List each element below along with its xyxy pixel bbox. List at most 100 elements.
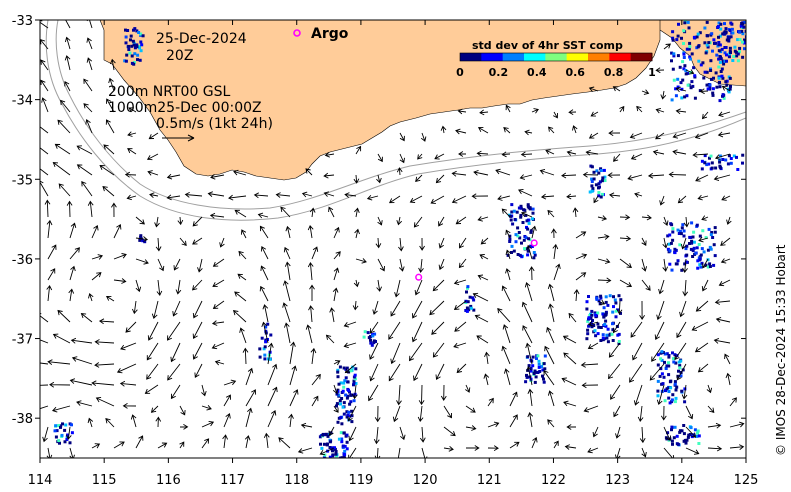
current-arrow	[240, 229, 247, 239]
sst-pixel	[673, 251, 677, 255]
sst-pixel	[130, 44, 134, 48]
sst-pixel	[328, 455, 332, 458]
current-arrow	[368, 384, 379, 402]
current-arrow	[351, 384, 358, 400]
current-arrow	[509, 391, 518, 407]
colorbar-segment	[460, 53, 482, 61]
sst-pixel	[352, 379, 356, 383]
sst-pixel	[727, 154, 731, 158]
sst-pixel	[684, 247, 688, 251]
sst-pixel	[342, 431, 346, 435]
sst-pixel	[510, 251, 513, 254]
sst-pixel	[599, 339, 603, 342]
sst-pixel	[683, 400, 687, 404]
sst-pixel	[139, 49, 143, 53]
sst-pixel	[668, 262, 672, 266]
sst-pixel	[698, 31, 702, 35]
sst-pixel	[133, 52, 137, 56]
sst-pixel	[530, 217, 534, 221]
sst-pixel	[714, 71, 718, 75]
sst-pixel	[704, 236, 708, 240]
sst-pixel	[513, 218, 517, 221]
sst-pixel	[262, 347, 266, 351]
current-arrow	[333, 267, 340, 281]
current-arrow	[366, 194, 379, 201]
current-arrow	[103, 144, 115, 155]
current-arrow	[568, 109, 577, 115]
current-arrow	[551, 228, 557, 239]
sst-pixel	[349, 369, 353, 373]
sst-pixel	[677, 232, 681, 235]
current-arrow	[501, 285, 511, 302]
sst-pixel	[721, 93, 725, 97]
current-arrow	[192, 279, 203, 291]
current-arrow	[612, 86, 621, 92]
sst-pixel	[603, 179, 607, 182]
current-arrow	[575, 272, 587, 281]
sst-pixel	[324, 432, 328, 436]
current-arrow	[211, 342, 225, 350]
current-arrow	[46, 284, 53, 302]
sst-pixel	[709, 59, 713, 63]
sst-pixel	[719, 27, 723, 31]
sst-pixel	[705, 83, 709, 87]
current-arrow	[612, 321, 621, 334]
sst-pixel	[667, 355, 671, 359]
current-arrow	[323, 191, 335, 197]
current-arrow	[46, 219, 53, 239]
sst-pixel	[599, 167, 603, 171]
sst-pixel	[592, 324, 596, 327]
sst-pixel	[266, 322, 270, 326]
sst-pixel	[678, 366, 682, 370]
current-arrow	[175, 279, 182, 295]
sst-pixel	[699, 265, 703, 269]
current-arrow	[42, 426, 49, 443]
current-arrow	[505, 229, 511, 239]
sst-pixel	[676, 77, 680, 81]
sst-pixel	[601, 336, 605, 340]
sst-pixel	[690, 241, 694, 245]
current-arrow	[108, 77, 115, 92]
current-arrow	[476, 335, 489, 344]
current-arrow	[443, 445, 454, 452]
current-arrow	[656, 384, 665, 405]
current-arrow	[374, 405, 381, 423]
sst-pixel	[334, 450, 338, 453]
sst-pixel	[681, 223, 685, 227]
current-arrow	[724, 353, 731, 365]
current-arrow	[726, 216, 732, 225]
x-axis: 114 115 116 117 118 119 120 121 122 123 124 125	[28, 20, 758, 488]
sst-pixel	[617, 340, 621, 343]
current-arrow	[47, 359, 71, 365]
current-arrow	[707, 445, 723, 452]
current-arrow	[333, 251, 341, 260]
sst-pixel	[698, 234, 702, 238]
sst-pixel	[531, 211, 535, 215]
sst-pixel	[373, 332, 377, 336]
sst-pixel	[735, 155, 738, 159]
sst-pixel	[676, 442, 680, 446]
sst-pixel	[139, 234, 143, 238]
sst-pixel	[700, 261, 704, 265]
sst-pixel	[611, 339, 615, 342]
sst-pixel	[597, 299, 601, 303]
sst-pixel	[345, 410, 349, 414]
sst-pixel	[656, 363, 660, 367]
current-arrow	[259, 285, 269, 302]
sst-pixel	[263, 357, 267, 361]
sst-pixel	[526, 368, 530, 372]
sst-pixel	[345, 396, 349, 400]
sst-pixel	[662, 375, 666, 379]
sst-pixel	[670, 98, 674, 102]
sst-pixel	[510, 210, 514, 214]
current-arrow	[639, 426, 646, 444]
current-arrow	[399, 132, 405, 142]
sst-pixel	[682, 67, 686, 71]
sst-pixel	[464, 309, 468, 312]
sst-pixel	[706, 34, 709, 38]
colorbar-segment	[502, 53, 525, 61]
colorbar-tick-label: 0.2	[489, 66, 509, 79]
sst-pixel	[678, 65, 682, 69]
sst-pixel	[740, 29, 744, 33]
sst-pixel	[672, 436, 676, 440]
